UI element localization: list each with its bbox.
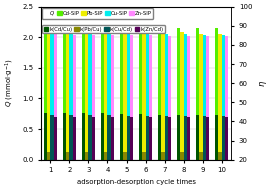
Bar <box>66 152 69 160</box>
X-axis label: adsorption-desorption cycle times: adsorption-desorption cycle times <box>76 179 195 185</box>
Bar <box>54 34 57 160</box>
Bar <box>146 34 149 160</box>
Bar <box>69 115 73 160</box>
Y-axis label: $Q$ (mmol$\cdot$g$^{-1}$): $Q$ (mmol$\cdot$g$^{-1}$) <box>4 59 16 108</box>
Bar <box>92 117 95 160</box>
Bar <box>180 32 183 160</box>
Bar <box>130 35 133 160</box>
Bar <box>161 32 165 160</box>
Bar <box>196 28 199 160</box>
Legend: k(Cd/Cu), k(Pb/Cu), k(Cu/Cd), k(Zn/Cd): k(Cd/Cu), k(Pb/Cu), k(Cu/Cd), k(Zn/Cd) <box>42 25 165 33</box>
Bar <box>225 117 229 160</box>
Bar <box>215 28 218 160</box>
Bar <box>44 25 47 160</box>
Bar <box>142 152 146 160</box>
Bar <box>215 115 218 160</box>
Bar <box>225 36 229 160</box>
Bar <box>126 33 130 160</box>
Bar <box>222 35 225 160</box>
Bar <box>203 35 206 160</box>
Y-axis label: $\eta$: $\eta$ <box>258 80 269 87</box>
Bar <box>187 36 191 160</box>
Bar <box>180 152 183 160</box>
Bar <box>82 113 85 160</box>
Bar <box>149 117 152 160</box>
Bar <box>130 117 133 160</box>
Bar <box>101 26 104 160</box>
Bar <box>196 115 199 160</box>
Bar <box>85 31 88 160</box>
Bar <box>203 116 206 160</box>
Bar <box>51 32 54 160</box>
Bar <box>54 117 57 160</box>
Bar <box>206 117 209 160</box>
Bar <box>111 35 114 160</box>
Bar <box>123 152 126 160</box>
Bar <box>69 32 73 160</box>
Bar <box>82 27 85 160</box>
Bar <box>101 113 104 160</box>
Bar <box>120 27 123 160</box>
Bar <box>158 115 161 160</box>
Bar <box>165 116 168 160</box>
Bar <box>47 152 51 160</box>
Bar <box>218 152 222 160</box>
Bar <box>44 113 47 160</box>
Bar <box>108 32 111 160</box>
Bar <box>177 28 180 160</box>
Bar <box>120 114 123 160</box>
Bar <box>161 152 165 160</box>
Bar <box>187 117 191 160</box>
Bar <box>165 34 168 160</box>
Bar <box>158 28 161 160</box>
Bar <box>177 115 180 160</box>
Bar <box>66 31 69 160</box>
Bar <box>139 114 142 160</box>
Bar <box>142 32 146 160</box>
Bar <box>51 115 54 160</box>
Bar <box>206 36 209 160</box>
Bar <box>88 32 92 160</box>
Bar <box>104 152 108 160</box>
Bar <box>199 34 203 160</box>
Bar <box>111 117 114 160</box>
Bar <box>183 116 187 160</box>
Bar <box>85 152 88 160</box>
Bar <box>123 32 126 160</box>
Bar <box>149 35 152 160</box>
Bar <box>218 34 222 160</box>
Bar <box>88 115 92 160</box>
Bar <box>183 34 187 160</box>
Bar <box>104 31 108 160</box>
Bar <box>73 35 76 160</box>
Bar <box>92 35 95 160</box>
Bar <box>222 116 225 160</box>
Bar <box>73 117 76 160</box>
Bar <box>47 31 51 160</box>
Bar <box>168 117 171 160</box>
Bar <box>63 113 66 160</box>
Bar <box>146 116 149 160</box>
Bar <box>63 26 66 160</box>
Bar <box>108 115 111 160</box>
Bar <box>126 116 130 160</box>
Bar <box>199 152 203 160</box>
Bar <box>139 27 142 160</box>
Bar <box>168 36 171 160</box>
